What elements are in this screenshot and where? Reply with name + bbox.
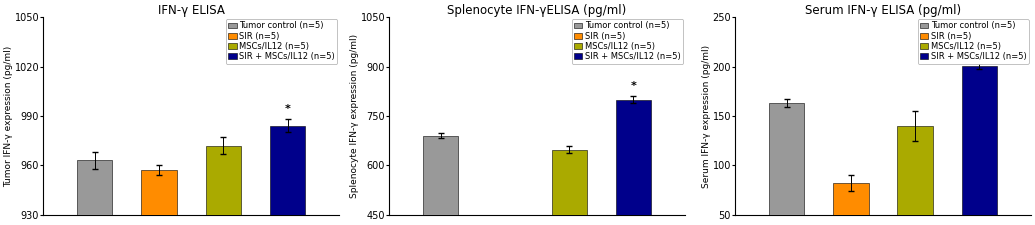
Legend: Tumor control (n=5), SIR (n=5), MSCs/IL12 (n=5), SIR + MSCs/IL12 (n=5): Tumor control (n=5), SIR (n=5), MSCs/IL1… [571,19,683,64]
Legend: Tumor control (n=5), SIR (n=5), MSCs/IL12 (n=5), SIR + MSCs/IL12 (n=5): Tumor control (n=5), SIR (n=5), MSCs/IL1… [226,19,337,64]
Y-axis label: Splenocyte IFN-γ expression (pg/ml): Splenocyte IFN-γ expression (pg/ml) [350,34,359,198]
Title: Serum IFN-γ ELISA (pg/ml): Serum IFN-γ ELISA (pg/ml) [805,4,962,17]
Text: *: * [630,81,637,91]
Legend: Tumor control (n=5), SIR (n=5), MSCs/IL12 (n=5), SIR + MSCs/IL12 (n=5): Tumor control (n=5), SIR (n=5), MSCs/IL1… [918,19,1029,64]
Bar [769,103,804,215]
Bar [962,66,997,215]
Bar [77,160,113,215]
Bar [552,150,587,215]
Bar [616,99,651,215]
Y-axis label: Serum IFN-γ expression (pg/ml): Serum IFN-γ expression (pg/ml) [702,45,711,188]
Bar [487,215,523,225]
Y-axis label: Tumor IFN-γ expression (pg/ml): Tumor IFN-γ expression (pg/ml) [4,45,13,187]
Title: IFN-γ ELISA: IFN-γ ELISA [157,4,225,17]
Bar [423,136,459,215]
Text: *: * [976,48,982,58]
Title: Splenocyte IFN-γELISA (pg/ml): Splenocyte IFN-γELISA (pg/ml) [447,4,627,17]
Bar [206,146,241,215]
Bar [142,170,177,215]
Bar [270,126,305,215]
Text: *: * [285,104,291,114]
Bar [897,126,933,215]
Bar [833,183,868,215]
